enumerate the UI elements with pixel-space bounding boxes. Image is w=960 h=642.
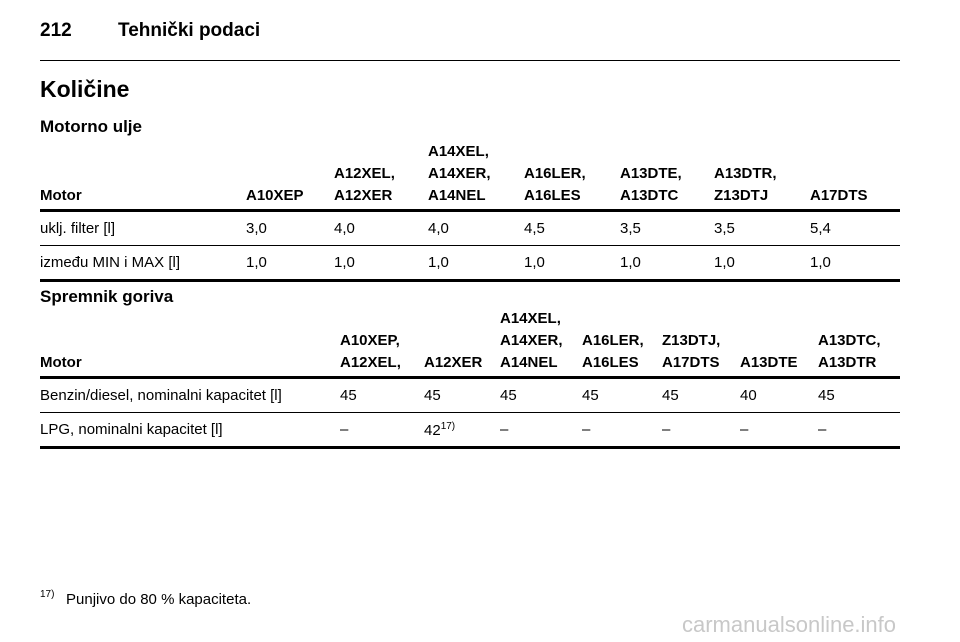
footnote-marker: 17) [40,589,55,600]
table-cell: 45 [340,387,357,404]
table-cell: 1,0 [334,254,355,271]
table-cell: 4,0 [334,220,355,237]
column-header: Motor [40,354,82,371]
column-header: A10XEP, A12XEL, [340,332,401,371]
table-cell: 45 [500,387,517,404]
section-title: Količine [40,76,130,102]
table-cell: 1,0 [620,254,641,271]
table-cell: Benzin/diesel, nominalni kapacitet [l] [40,387,282,404]
table-cell: 45 [582,387,599,404]
table-row: LPG, nominalni kapacitet [l] –4217) – – – – – [40,413,900,449]
page-number: 212 [40,20,72,41]
header-rule [40,60,900,61]
table-cell: – [662,421,671,438]
table-cell: 4,0 [428,220,449,237]
table-cell: – [818,421,827,438]
table-row: uklj. filter [l] 3,0 4,0 4,0 4,5 3,5 3,5 5,4 [40,212,900,246]
footnote-text: Punjivo do 80 % kapaciteta. [66,591,252,608]
column-header: Z13DTJ, A17DTS [662,332,721,371]
column-header: A13DTC, A13DTR [818,332,881,371]
table-cell: uklj. filter [l] [40,220,116,237]
table-cell: između MIN i MAX [l] [40,254,181,271]
header-row: Motor A10XEP, A12XEL, A12XER A14XEL, A14XER… [40,308,900,379]
table-cell: – [340,421,349,438]
column-header: A17DTS [810,187,868,204]
oil-table: Motor A10XEP A12XEL, A12XER A14XEL, A14XER,… [40,141,900,282]
column-header: A13DTE [740,354,798,371]
table-cell: 45 [662,387,679,404]
watermark: carmanualsonline.info [682,612,897,637]
column-header: A14XEL, A14XER, A14NEL [428,143,491,204]
subsection-title: Motorno ulje [40,117,142,136]
table-cell: 3,0 [246,220,267,237]
table-cell: 3,5 [714,220,735,237]
table-cell: LPG, nominalni kapacitet [l] [40,421,223,438]
table-cell: 45 [818,387,835,404]
table-row: između MIN i MAX [l] 1,0 1,0 1,0 1,0 1,0 1,0 1,… [40,246,900,282]
column-header: A13DTE, A13DTC [620,165,682,204]
table-cell: 1,0 [810,254,831,271]
table-row: Benzin/diesel, nominalni kapacitet [l] 45… [40,379,900,413]
table-cell: 1,0 [714,254,735,271]
table-cell: – [740,421,749,438]
table-cell: 4,5 [524,220,545,237]
column-header: A16LER, A16LES [582,332,644,371]
table-cell: 3,5 [620,220,641,237]
column-header: A12XER [424,354,483,371]
column-header: A14XEL, A14XER, A14NEL [500,310,563,371]
column-header: A16LER, A16LES [524,165,586,204]
fuel-table: Motor A10XEP, A12XEL, A12XER A14XEL, A14XER… [40,308,900,449]
header-title: Tehnički podaci [118,20,261,41]
table-cell: 4217) [424,421,500,439]
table-cell: 45 [424,387,441,404]
table-cell: 1,0 [524,254,545,271]
header-row: Motor A10XEP A12XEL, A12XER A14XEL, A14XER,… [40,141,900,212]
table-cell: – [500,421,509,438]
column-header: A10XEP [246,187,304,204]
subsection-title: Spremnik goriva [40,287,174,306]
table-cell: 5,4 [810,220,831,237]
footnote-ref: 17) [440,420,456,432]
table-cell: 40 [740,387,757,404]
column-header: Motor [40,187,82,204]
column-header: A13DTR, Z13DTJ [714,165,777,204]
cell-value: 42 [424,421,441,439]
table-cell: – [582,421,591,438]
column-header: A12XEL, A12XER [334,165,395,204]
table-cell: 1,0 [246,254,267,271]
table-cell: 1,0 [428,254,449,271]
